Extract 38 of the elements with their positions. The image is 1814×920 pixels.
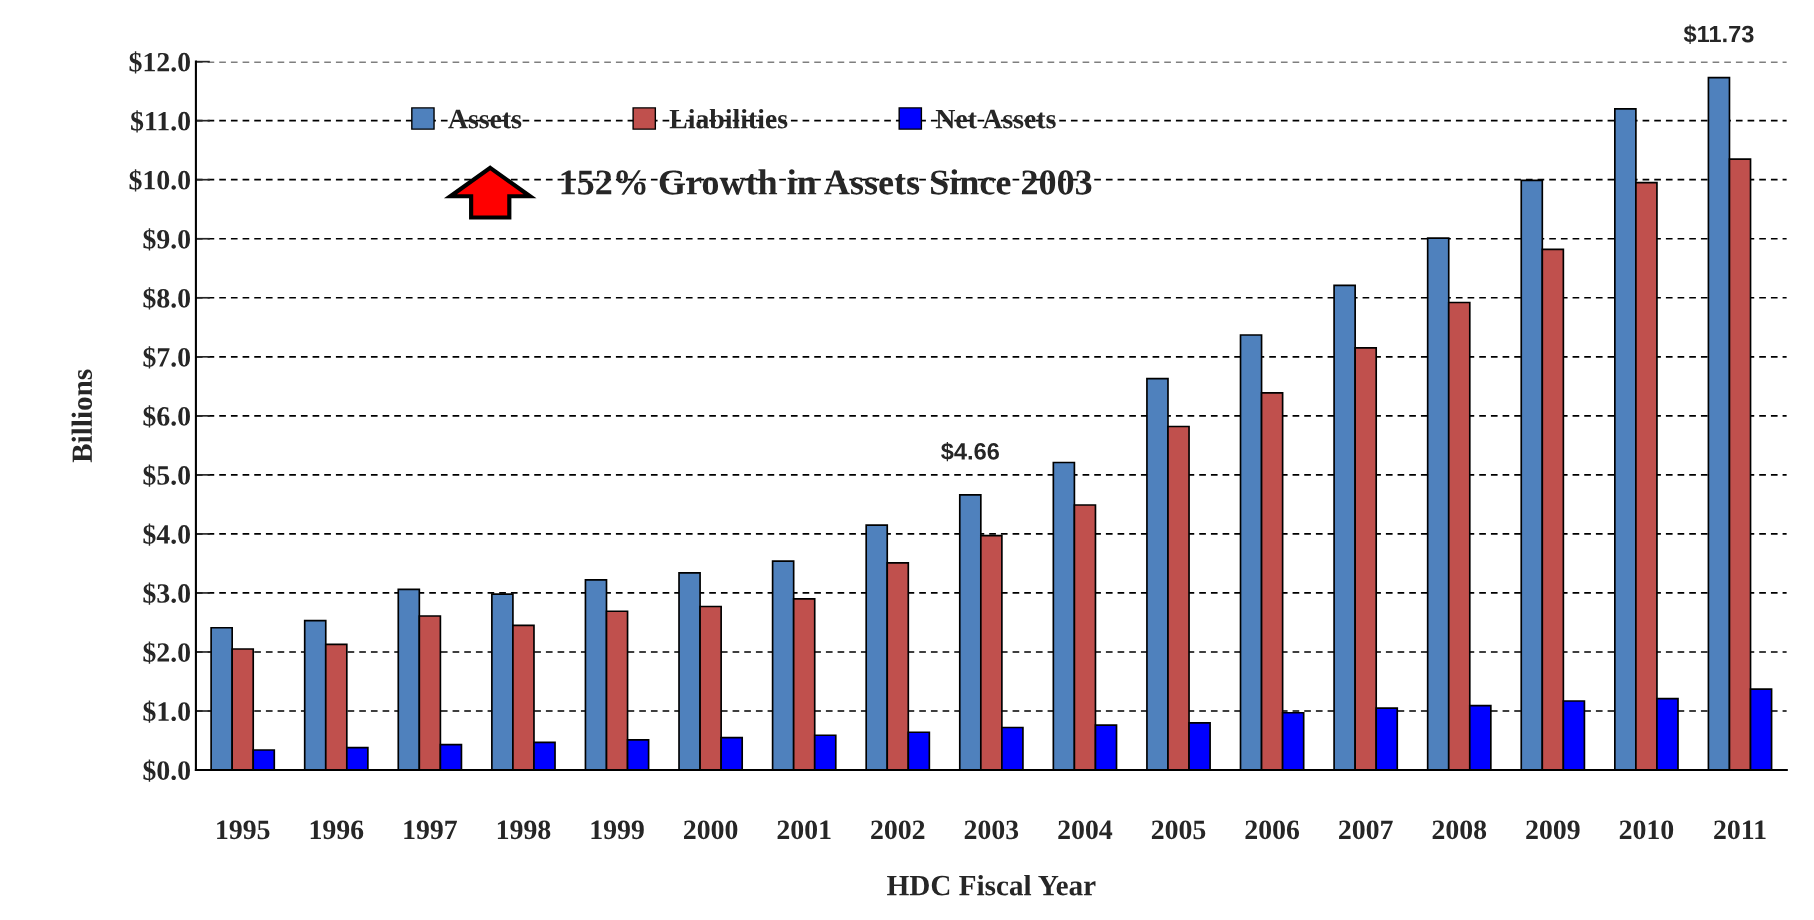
y-tick-label: $10.0 [129,169,190,192]
y-axis-title: Billions [71,369,93,463]
x-tick-label: 1999 [591,820,644,840]
legend-label: Net Assets [935,109,1056,129]
y-tick-label: $1.0 [143,700,190,723]
y-tick-label: $11.0 [131,110,190,133]
y-tick-label: $3.0 [143,582,190,605]
y-tick-label: $9.0 [143,228,190,251]
x-tick-label: 2005 [1151,820,1206,840]
data-label: $11.73 [1683,24,1754,44]
x-tick-label: 2011 [1714,820,1766,840]
x-tick-label: 2002 [871,820,925,840]
y-tick-label: $7.0 [143,346,190,369]
x-tick-label: 1997 [404,820,457,840]
x-tick-label: 2009 [1526,820,1580,840]
x-tick-label: 2008 [1432,820,1487,840]
y-tick-label: $5.0 [143,464,190,487]
y-tick-label: $0.0 [143,759,190,782]
y-tick-label: $2.0 [143,641,190,664]
legend-label: Liabilities [669,108,788,129]
x-tick-label: 2010 [1619,820,1674,840]
y-tick-label: $6.0 [143,405,190,428]
x-tick-label: 1996 [310,820,364,840]
x-tick-label: 2004 [1058,820,1113,840]
annotation: 152% Growth in Assets Since 2003 [561,169,1092,195]
legend-label: Assets [448,109,522,129]
data-label: $4.66 [941,441,999,462]
y-tick-label: $12.0 [129,51,190,74]
x-tick-label: 2006 [1245,820,1300,840]
x-tick-label: 1998 [497,820,551,840]
x-tick-label: 1995 [217,820,270,840]
x-axis-title: HDC Fiscal Year [887,874,1096,896]
x-tick-label: 2007 [1339,820,1393,840]
x-tick-label: 2001 [777,820,831,840]
y-tick-label: $8.0 [143,287,190,310]
x-tick-label: 2003 [964,820,1019,840]
x-tick-label: 2000 [684,820,738,840]
y-tick-label: $4.0 [143,523,190,546]
